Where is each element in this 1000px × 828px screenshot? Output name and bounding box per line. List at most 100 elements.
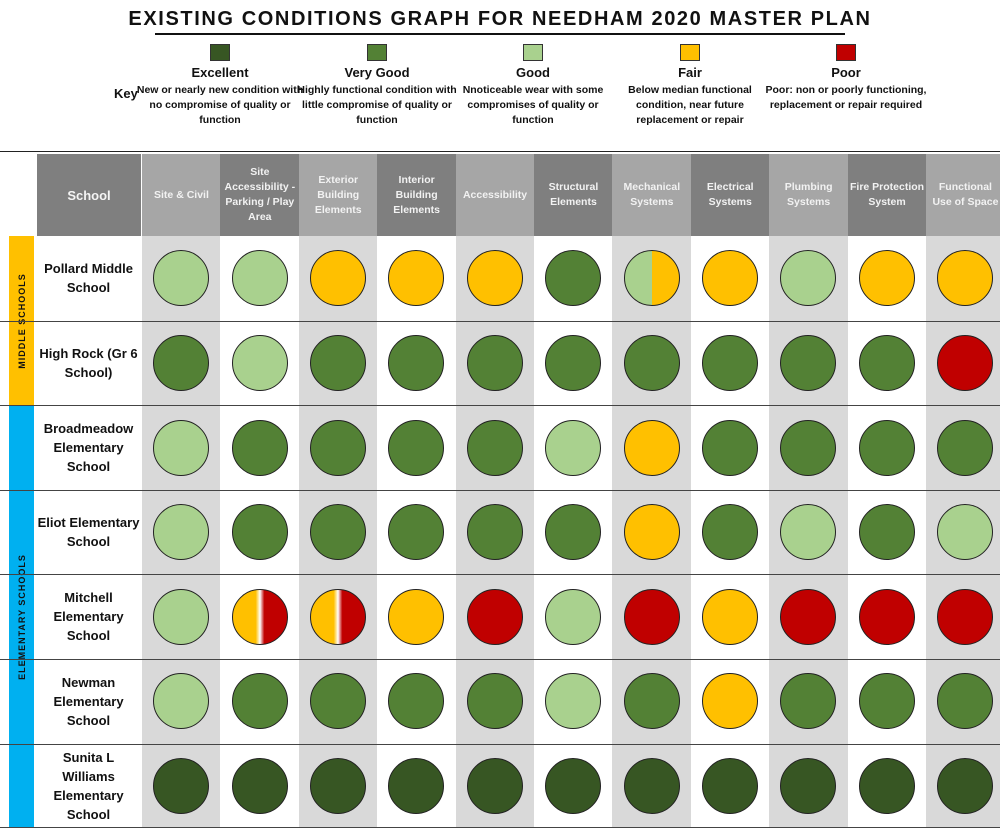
row-label-school: Sunita L Williams Elementary School [53, 749, 124, 822]
rating-dot [545, 504, 602, 561]
legend-name: Excellent [191, 65, 249, 80]
rating-dot [623, 250, 680, 307]
rating-dot [702, 673, 758, 730]
rating-dot [937, 588, 994, 645]
rating-dot [937, 757, 994, 814]
rating-dot [231, 250, 288, 307]
rating-dot [231, 673, 288, 730]
rating-dot [153, 334, 210, 391]
legend-description: Poor: non or poorly functioning, replace… [765, 84, 927, 111]
legend-swatch-poor [836, 44, 856, 61]
rating-dot [388, 588, 445, 645]
row-label-school: Mitchell Elementary School [53, 590, 124, 644]
page-title: EXISTING CONDITIONS GRAPH FOR NEEDHAM 20… [128, 8, 872, 30]
rating-dot [153, 504, 210, 561]
column-header: Structural Elements [534, 154, 613, 236]
rating-dot [702, 250, 758, 307]
row-label-school: Broadmeadow Elementary School [43, 420, 134, 474]
rating-dot [937, 504, 994, 561]
column-header: Mechanical Systems [612, 154, 692, 236]
rating-dot [310, 419, 366, 476]
column-header: Accessibility [455, 154, 535, 236]
rating-dot [153, 588, 210, 645]
rating-dot [310, 504, 366, 561]
column-header: Interior Building Elements [377, 154, 457, 236]
legend-divider [0, 151, 1000, 152]
legend-name: Poor [831, 65, 861, 80]
legend-description: New or nearly new condition with no comp… [136, 84, 304, 126]
legend-swatch-fair [680, 44, 700, 61]
group-bar: ELEMENTARY SCHOOLS [9, 405, 34, 828]
row-divider [0, 405, 1000, 407]
rating-dot [623, 419, 680, 476]
column-header: Site Accessibility -Parking / Play Area [220, 154, 300, 236]
rating-dot [545, 250, 602, 307]
rating-dot [545, 334, 602, 391]
rating-dot [231, 419, 288, 476]
legend-swatch-good [523, 44, 543, 61]
rating-dot [937, 250, 994, 307]
legend-name: Very Good [344, 65, 410, 80]
rating-dot [858, 673, 915, 730]
legend-swatch-excellent [210, 44, 230, 61]
rating-dot [310, 334, 366, 391]
rating-dot [466, 757, 523, 814]
row-divider [0, 320, 1000, 322]
rating-dot [937, 673, 994, 730]
rating-dot [623, 588, 680, 645]
rating-dot [937, 419, 994, 476]
column-header: Site & Civil [142, 154, 221, 236]
rating-dot [466, 673, 523, 730]
rating-dot [153, 250, 210, 307]
rating-dot [231, 757, 288, 814]
legend-description: Below median functional condition, near … [628, 84, 752, 126]
rating-dot [466, 334, 523, 391]
rating-dot [231, 588, 288, 645]
rating-dot [388, 419, 445, 476]
row-label-school: Pollard Middle School [44, 261, 133, 296]
row-divider [0, 743, 1000, 745]
rating-dot [780, 419, 837, 476]
rating-dot [310, 588, 366, 645]
row-divider [0, 574, 1000, 576]
rating-dot [623, 673, 680, 730]
legend-item-good: Good Nnoticeable wear with some compromis… [448, 44, 618, 128]
rating-dot [858, 250, 915, 307]
rating-dot [153, 419, 210, 476]
rating-dot [388, 504, 445, 561]
rating-dot [310, 250, 366, 307]
rating-dot [310, 673, 366, 730]
rating-dot [780, 673, 837, 730]
column-header: Exterior Building Elements [298, 154, 378, 236]
rating-dot [780, 334, 837, 391]
row-label-school: Eliot Elementary School [37, 515, 140, 550]
legend-item-excellent: Excellent New or nearly new condition wit… [135, 44, 305, 128]
column-header: Plumbing Systems [769, 154, 849, 236]
rating-dot [623, 504, 680, 561]
rating-dot [702, 504, 758, 561]
rating-dot [858, 588, 915, 645]
rating-dot [466, 419, 523, 476]
rating-dot [702, 757, 758, 814]
rating-dot [466, 588, 523, 645]
rating-dot [780, 504, 837, 561]
rating-dot [466, 250, 523, 307]
rating-dot [388, 757, 445, 814]
legend-name: Good [516, 65, 550, 80]
legend-item-poor: Poor Poor: non or poorly functioning, rep… [761, 44, 931, 113]
rating-dot [545, 757, 602, 814]
group-label: ELEMENTARY SCHOOLS [16, 553, 27, 680]
rating-dot [702, 334, 758, 391]
rating-dot [153, 673, 210, 730]
rating-dot [858, 419, 915, 476]
rating-dot [858, 334, 915, 391]
column-header: Functional Use of Space [926, 154, 1000, 236]
legend-description: Nnoticeable wear with some compromises o… [462, 84, 604, 126]
rating-dot [310, 757, 366, 814]
rating-dot [153, 757, 210, 814]
legend-description: Highly functional condition with little … [297, 84, 457, 126]
rating-dot [388, 673, 445, 730]
rating-dot [702, 419, 758, 476]
rating-dot [545, 673, 602, 730]
